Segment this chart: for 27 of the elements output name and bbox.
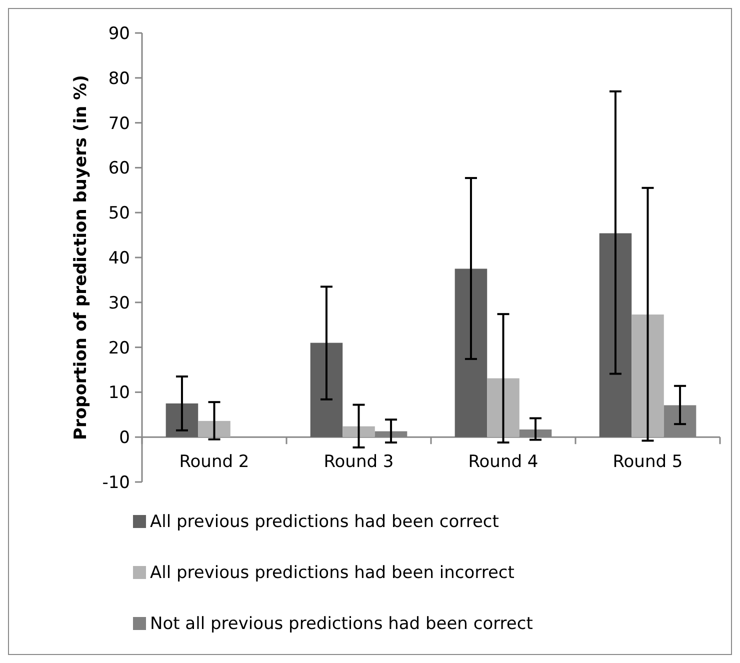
y-tick-label: -10 [102,472,130,493]
y-tick-label: 50 [108,204,130,224]
bar [198,420,230,438]
bar [342,426,375,438]
y-tick-label: 20 [108,338,130,358]
y-tick-label: 90 [108,24,130,44]
bar [487,378,520,438]
bar [166,403,198,438]
y-tick-label: 70 [108,114,130,134]
y-tick-label: 40 [108,248,130,268]
bar [632,314,664,438]
legend-label: All previous predictions had been incorrect [150,563,515,583]
x-tick-label: Round 2 [179,452,250,472]
y-tick-label: 10 [108,383,130,404]
x-tick-label: Round 4 [468,452,538,472]
y-tick-label: 60 [108,158,130,179]
y-tick-label: 0 [119,428,130,448]
x-tick-label: Round 3 [324,452,394,472]
y-tick-label: 80 [108,68,130,89]
bar [454,268,488,438]
legend-label: All previous predictions had been correct [150,512,500,532]
legend-label: Not all previous predictions had been correct [150,614,534,634]
y-axis-title: Proportion of prediction buyers (in %) [71,75,91,440]
bar [310,342,343,438]
y-tick-label: 30 [108,293,130,314]
bar [599,233,632,438]
x-tick-label: Round 5 [612,452,683,472]
